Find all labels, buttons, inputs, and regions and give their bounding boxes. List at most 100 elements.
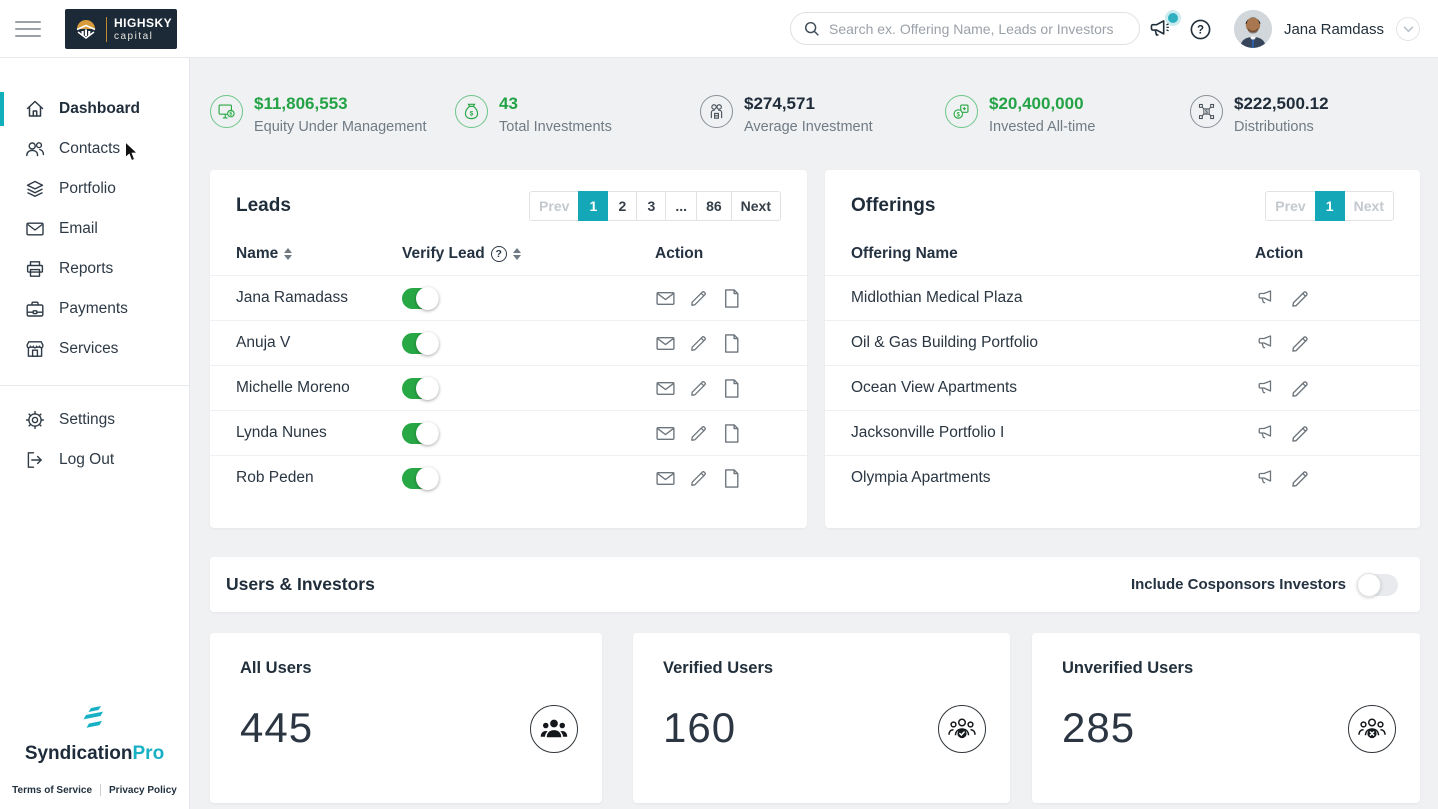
sidebar-item-contacts[interactable]: Contacts [0, 129, 189, 169]
sidebar-item-settings[interactable]: Settings [0, 400, 189, 440]
edit-offering-icon[interactable] [1290, 288, 1311, 309]
leads-col-verify: Verify Lead [402, 245, 485, 263]
sidebar-item-logout[interactable]: Log Out [0, 440, 189, 480]
email-lead-icon[interactable] [655, 468, 676, 489]
announcements-icon[interactable] [1148, 16, 1174, 42]
lead-row: Jana Ramadass [210, 276, 807, 321]
mail-icon [25, 219, 45, 239]
sort-icon[interactable] [284, 248, 292, 260]
terms-link[interactable]: Terms of Service [12, 785, 92, 796]
search-input[interactable] [829, 21, 1127, 37]
leads-page-next[interactable]: Next [731, 191, 781, 221]
notification-dot [1168, 13, 1178, 23]
offerings-page-prev[interactable]: Prev [1265, 191, 1315, 221]
leads-page-86[interactable]: 86 [696, 191, 732, 221]
lead-name: Lynda Nunes [210, 411, 402, 456]
help-icon[interactable]: ? [1189, 18, 1212, 41]
lead-name: Rob Peden [210, 456, 402, 501]
edit-offering-icon[interactable] [1290, 333, 1311, 354]
lead-row: Michelle Moreno [210, 366, 807, 411]
all-users-value: 445 [240, 704, 576, 752]
sidebar-item-payments[interactable]: Payments [0, 289, 189, 329]
notes-lead-icon[interactable] [722, 378, 741, 399]
sidebar-item-label: Contacts [59, 140, 120, 158]
offering-row: Midlothian Medical Plaza [825, 276, 1420, 321]
verify-lead-toggle[interactable] [402, 378, 439, 399]
offering-row: Ocean View Apartments [825, 366, 1420, 411]
user-menu[interactable]: Jana Ramdass [1234, 8, 1420, 50]
stat-average-investment: $274,571Average Investment [700, 94, 945, 135]
verify-help-icon[interactable]: ? [491, 246, 507, 262]
edit-lead-icon[interactable] [689, 423, 709, 443]
email-lead-icon[interactable] [655, 288, 676, 309]
sidebar-item-reports[interactable]: Reports [0, 249, 189, 289]
verify-lead-toggle[interactable] [402, 468, 439, 489]
sidebar-item-dashboard[interactable]: Dashboard [0, 89, 189, 129]
edit-lead-icon[interactable] [689, 468, 709, 488]
verified-users-value: 160 [663, 704, 984, 752]
person-coins-icon [700, 95, 733, 128]
stat-label: Equity Under Management [254, 119, 427, 135]
gear-icon [25, 410, 45, 430]
notes-lead-icon[interactable] [722, 288, 741, 309]
edit-offering-icon[interactable] [1290, 423, 1311, 444]
email-lead-icon[interactable] [655, 333, 676, 354]
offering-row: Jacksonville Portfolio I [825, 411, 1420, 456]
edit-lead-icon[interactable] [689, 288, 709, 308]
notes-lead-icon[interactable] [722, 423, 741, 444]
promote-offering-icon[interactable] [1255, 287, 1277, 309]
money-bag-icon: $ [455, 95, 488, 128]
email-lead-icon[interactable] [655, 423, 676, 444]
leads-page-1[interactable]: 1 [578, 191, 608, 221]
sidebar-item-label: Reports [59, 260, 113, 278]
offerings-col-action: Action [1255, 245, 1303, 262]
leads-page-ellipsis[interactable]: ... [665, 191, 697, 221]
sidebar-item-services[interactable]: Services [0, 329, 189, 369]
hamburger-menu-icon[interactable] [15, 19, 41, 39]
verify-lead-toggle[interactable] [402, 333, 439, 354]
sidebar-item-portfolio[interactable]: Portfolio [0, 169, 189, 209]
sidebar-item-label: Portfolio [59, 180, 116, 198]
offerings-page-1[interactable]: 1 [1315, 191, 1345, 221]
sidebar-divider [0, 385, 189, 386]
verify-lead-toggle[interactable] [402, 288, 439, 309]
promote-offering-icon[interactable] [1255, 422, 1277, 444]
equity-icon: $ [210, 95, 243, 128]
svg-text:$: $ [470, 110, 474, 117]
leads-page-prev[interactable]: Prev [529, 191, 579, 221]
promote-offering-icon[interactable] [1255, 332, 1277, 354]
privacy-link[interactable]: Privacy Policy [109, 785, 177, 796]
leads-col-name: Name [236, 245, 278, 263]
company-logo: HIGHSKY capital [65, 9, 177, 49]
promote-offering-icon[interactable] [1255, 377, 1277, 399]
promote-offering-icon[interactable] [1255, 467, 1277, 489]
edit-offering-icon[interactable] [1290, 378, 1311, 399]
sidebar-item-label: Log Out [59, 451, 114, 469]
edit-offering-icon[interactable] [1290, 468, 1311, 489]
stat-value: $274,571 [744, 94, 873, 114]
unverified-users-label: Unverified Users [1062, 659, 1394, 678]
chevron-down-icon[interactable] [1396, 17, 1420, 41]
sort-icon[interactable] [513, 248, 521, 260]
offering-row: Olympia Apartments [825, 456, 1420, 501]
offerings-card: Offerings Prev 1 Next Offering Name Acti… [825, 170, 1420, 528]
leads-page-2[interactable]: 2 [607, 191, 637, 221]
notes-lead-icon[interactable] [722, 333, 741, 354]
sidebar-item-email[interactable]: Email [0, 209, 189, 249]
edit-lead-icon[interactable] [689, 378, 709, 398]
leads-page-3[interactable]: 3 [636, 191, 666, 221]
leads-col-action: Action [655, 245, 703, 262]
email-lead-icon[interactable] [655, 378, 676, 399]
stat-value: $20,400,000 [989, 94, 1095, 114]
stat-label: Invested All-time [989, 119, 1095, 135]
offering-name: Ocean View Apartments [825, 366, 1255, 411]
verify-lead-toggle[interactable] [402, 423, 439, 444]
notes-lead-icon[interactable] [722, 468, 741, 489]
stat-value: 43 [499, 94, 612, 114]
offerings-pagination: Prev 1 Next [1265, 191, 1394, 221]
offering-name: Midlothian Medical Plaza [825, 276, 1255, 321]
edit-lead-icon[interactable] [689, 333, 709, 353]
include-cosponsors-toggle[interactable] [1358, 574, 1398, 596]
offerings-page-next[interactable]: Next [1344, 191, 1394, 221]
lead-name: Michelle Moreno [210, 366, 402, 411]
